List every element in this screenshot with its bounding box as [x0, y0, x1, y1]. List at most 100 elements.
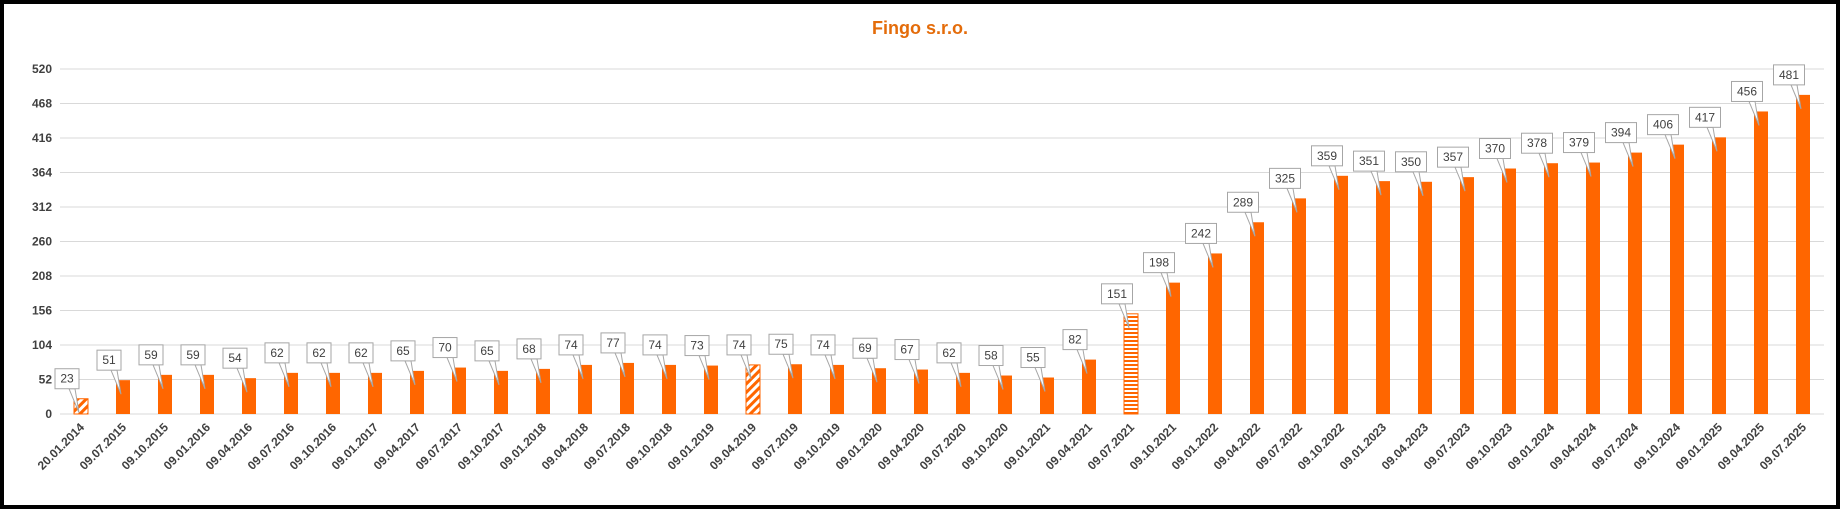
data-label: 23 [54, 368, 80, 413]
data-label: 75 [768, 333, 794, 379]
data-label-text: 198 [1149, 256, 1169, 270]
bar [578, 364, 592, 414]
data-label: 74 [558, 334, 584, 380]
data-label: 357 [1437, 146, 1469, 192]
data-label-text: 54 [228, 351, 242, 365]
data-label-box [1101, 283, 1133, 305]
data-label-text: 370 [1485, 142, 1505, 156]
chart-frame: Fingo s.r.o. 0 52 104 156 208 260 312 364 416 468… [4, 4, 1836, 505]
data-label-text: 65 [480, 344, 494, 358]
data-label-box [1395, 151, 1427, 173]
data-label-text: 68 [522, 342, 536, 356]
y-tick-label: 520 [32, 62, 52, 76]
bar [620, 362, 634, 414]
data-label-box [1143, 252, 1175, 274]
data-label-text: 67 [900, 343, 914, 357]
data-label-text: 357 [1443, 150, 1463, 164]
data-label-box [684, 335, 710, 357]
data-label: 359 [1311, 145, 1343, 191]
data-label: 73 [684, 335, 710, 380]
data-label: 417 [1689, 106, 1721, 152]
data-label-box [138, 344, 164, 366]
data-label-box [1437, 146, 1469, 168]
data-label-text: 23 [60, 372, 74, 386]
data-label-text: 417 [1695, 110, 1715, 124]
bar [1376, 181, 1390, 414]
y-tick-label: 208 [32, 269, 52, 283]
data-label-text: 359 [1317, 149, 1337, 163]
data-label-text: 350 [1401, 155, 1421, 169]
data-label-box [558, 334, 584, 356]
data-label-box [96, 349, 122, 371]
bar [1166, 282, 1180, 414]
data-label-text: 74 [732, 338, 746, 352]
data-label-text: 62 [354, 346, 368, 360]
data-label-box [810, 334, 836, 356]
data-label-box [516, 338, 542, 360]
bar [1754, 111, 1768, 414]
bar [1418, 181, 1432, 414]
data-label-box [726, 334, 752, 356]
bar [1334, 175, 1348, 414]
data-label-text: 74 [648, 338, 662, 352]
data-label-text: 58 [984, 349, 998, 363]
data-label: 65 [390, 340, 416, 386]
x-axis-ticks: 20.01.201409.07.201509.10.201509.01.2016… [35, 420, 1810, 473]
data-label-text: 82 [1068, 333, 1082, 347]
data-label-box [222, 347, 248, 369]
y-tick-label: 104 [32, 338, 52, 352]
bar [704, 365, 718, 414]
data-label-text: 65 [396, 344, 410, 358]
data-label: 379 [1563, 132, 1595, 177]
data-label-text: 325 [1275, 171, 1295, 185]
data-label-box [1227, 191, 1259, 213]
data-label-text: 242 [1191, 226, 1211, 240]
data-label-box [432, 337, 458, 359]
data-label-box [600, 332, 626, 354]
y-axis-ticks: 0 52 104 156 208 260 312 364 416 468 520 [32, 62, 52, 421]
data-label: 456 [1731, 80, 1763, 126]
data-label-box [1062, 329, 1088, 351]
data-label-text: 75 [774, 337, 788, 351]
data-label-box [390, 340, 416, 362]
data-label: 59 [138, 344, 164, 390]
data-label-box [978, 345, 1004, 367]
data-label-box [1311, 145, 1343, 167]
bar [830, 364, 844, 414]
data-label-text: 481 [1779, 68, 1799, 82]
data-label-text: 59 [144, 348, 158, 362]
data-label-text: 74 [564, 338, 578, 352]
data-label-box [1269, 167, 1301, 189]
data-label-box [54, 368, 80, 390]
data-label-text: 62 [270, 346, 284, 360]
data-label: 67 [894, 339, 920, 384]
data-label-text: 74 [816, 338, 830, 352]
data-label: 70 [432, 337, 458, 382]
data-label-text: 62 [312, 346, 326, 360]
data-label: 74 [810, 334, 836, 380]
data-label: 378 [1521, 132, 1553, 178]
data-label-box [1605, 122, 1637, 144]
data-label: 289 [1227, 191, 1259, 237]
data-label-box [348, 342, 374, 364]
data-label: 481 [1773, 64, 1805, 110]
bar [1502, 168, 1516, 414]
data-label: 69 [852, 337, 878, 383]
data-label: 62 [264, 342, 290, 388]
data-label-text: 70 [438, 341, 452, 355]
data-label-text: 406 [1653, 118, 1673, 132]
data-label-box [768, 333, 794, 355]
data-label: 77 [600, 332, 626, 378]
bar [745, 364, 761, 415]
data-label: 65 [474, 340, 500, 386]
bar [1208, 253, 1222, 414]
data-label-box [1521, 132, 1553, 154]
y-tick-label: 260 [32, 235, 52, 249]
data-label-box [1353, 150, 1385, 172]
data-label: 350 [1395, 151, 1427, 196]
data-label: 54 [222, 347, 248, 393]
chart-title: Fingo s.r.o. [872, 18, 968, 38]
data-label: 351 [1353, 150, 1385, 196]
bar [1082, 359, 1096, 414]
data-label-text: 351 [1359, 154, 1379, 168]
